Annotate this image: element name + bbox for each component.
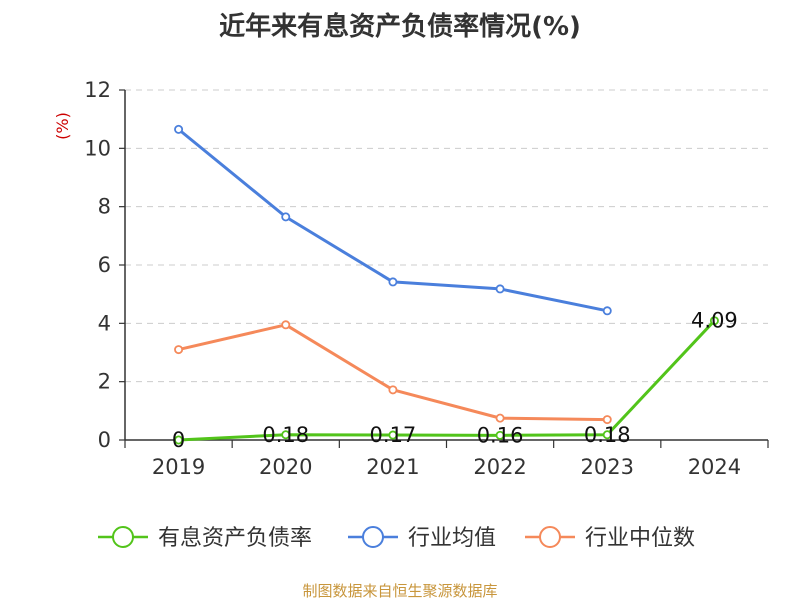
data-point — [388, 430, 398, 440]
data-point — [388, 385, 398, 395]
data-point — [281, 212, 291, 222]
x-tick-label: 2023 — [581, 455, 634, 479]
data-point — [495, 284, 505, 294]
chart-title: 近年来有息资产负债率情况(%) — [219, 11, 581, 42]
data-point — [281, 430, 291, 440]
source-note: 制图数据来自恒生聚源数据库 — [302, 582, 497, 600]
y-tick-label: 8 — [98, 195, 111, 219]
x-tick-label: 2019 — [152, 455, 205, 479]
x-tick-label: 2024 — [688, 455, 741, 479]
series-2 — [174, 320, 612, 425]
series-0 — [174, 316, 719, 445]
axis-layer: 0 2 4 6 8 10 12 2019 2020 2021 2022 2023 2024 — [84, 78, 769, 479]
data-point — [388, 277, 398, 287]
data-point — [602, 430, 612, 440]
data-point — [174, 345, 184, 355]
legend-label: 行业均值 — [408, 526, 496, 551]
legend-marker — [539, 526, 561, 548]
y-tick-label: 6 — [98, 253, 111, 277]
data-point — [495, 413, 505, 423]
x-tick-label: 2022 — [473, 455, 526, 479]
y-tick-label: 12 — [84, 78, 111, 102]
data-point — [495, 430, 505, 440]
data-label: 0 — [172, 428, 185, 452]
data-point — [602, 306, 612, 316]
series-line — [178, 323, 608, 422]
data-point — [709, 316, 719, 326]
data-point — [602, 415, 612, 425]
series-line — [178, 319, 716, 442]
data-label: 4.09 — [691, 309, 738, 333]
data-label: 0.18 — [584, 423, 631, 447]
data-label-layer: 0 0.18 0.17 0.16 0.18 4.09 — [172, 309, 738, 452]
legend-item[interactable]: 行业均值 — [348, 526, 496, 551]
legend[interactable]: 有息资产负债率 行业均值 行业中位数 — [98, 526, 695, 551]
data-label: 0.17 — [370, 423, 417, 447]
grid-layer — [125, 89, 768, 383]
y-tick-label: 4 — [98, 311, 111, 335]
legend-item[interactable]: 有息资产负债率 — [98, 526, 312, 551]
x-tick-label: 2021 — [366, 455, 419, 479]
series-1 — [174, 124, 612, 316]
legend-item[interactable]: 行业中位数 — [525, 526, 695, 551]
y-tick-label: 0 — [98, 428, 111, 452]
legend-label: 行业中位数 — [585, 526, 695, 551]
legend-label: 有息资产负债率 — [158, 526, 312, 551]
data-point — [281, 320, 291, 330]
data-label: 0.18 — [262, 423, 309, 447]
data-label: 0.16 — [477, 423, 524, 447]
y-axis-unit: (%) — [53, 112, 72, 140]
y-tick-label: 10 — [84, 136, 111, 160]
legend-marker — [362, 526, 384, 548]
data-point — [174, 435, 184, 445]
series-layer — [174, 124, 719, 445]
data-point — [174, 124, 184, 134]
legend-marker — [112, 526, 134, 548]
x-tick-label: 2020 — [259, 455, 312, 479]
y-tick-label: 2 — [98, 370, 111, 394]
